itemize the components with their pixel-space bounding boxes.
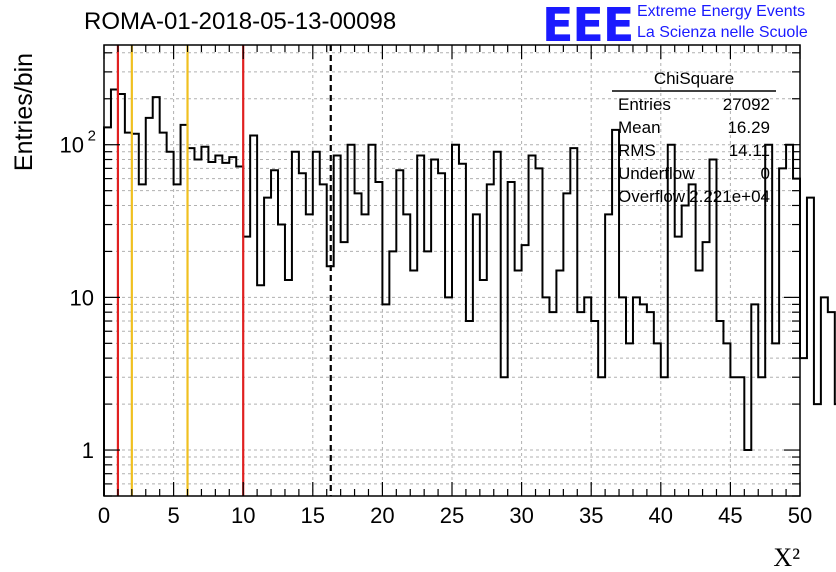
stats-value-entries: 27092 (723, 95, 770, 114)
stats-value-mean: 16.29 (727, 118, 770, 137)
stats-label-overflow: Overflow (618, 187, 686, 206)
eee-logo: EEE (542, 0, 634, 52)
stats-value-overflow: 2.221e+04 (689, 187, 770, 206)
stats-value-underflow: 0 (761, 164, 770, 183)
x-tick-label: 0 (98, 503, 110, 528)
stats-label-mean: Mean (618, 118, 661, 137)
x-tick-label: 20 (370, 503, 394, 528)
reference-lines (116, 45, 332, 496)
x-tick-label: 40 (649, 503, 673, 528)
stats-label-rms: RMS (618, 141, 656, 160)
histogram-bars (103, 88, 836, 496)
histogram-step-line (103, 88, 836, 496)
logo-line-2: La Scienza nelle Scuole (637, 24, 808, 41)
run-title: ROMA-01-2018-05-13-00098 (84, 8, 397, 35)
x-tick-label: 10 (231, 503, 255, 528)
stats-label-underflow: Underflow (618, 164, 695, 183)
y-tick-label: 1 (82, 438, 94, 463)
x-tick-label: 50 (788, 503, 812, 528)
x-axis-label: X² (773, 543, 800, 572)
y-tick-label: 10 (60, 133, 84, 158)
stats-box-title: ChiSquare (654, 69, 734, 88)
x-tick-label: 30 (509, 503, 533, 528)
y-axis-label: Entries/bin (10, 53, 38, 171)
x-tick-label: 25 (440, 503, 464, 528)
x-tick-label: 35 (579, 503, 603, 528)
x-tick-label: 15 (301, 503, 325, 528)
logo-line-1: Extreme Energy Events (637, 3, 806, 20)
stats-value-rms: 14.11 (729, 141, 770, 160)
x-tick-label: 45 (718, 503, 742, 528)
y-tick-label: 10 (70, 285, 94, 310)
y-tick-exponent: 2 (88, 128, 96, 145)
stats-box: ChiSquare Entries 27092 Mean 16.29 RMS 1… (612, 69, 776, 206)
x-tick-label: 5 (167, 503, 179, 528)
stats-label-entries: Entries (618, 95, 671, 114)
